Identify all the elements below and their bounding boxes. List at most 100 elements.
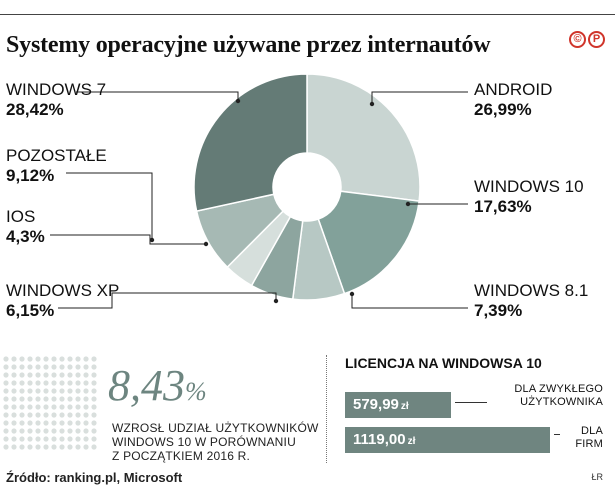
grid-dot [59,428,65,434]
p-icon: P [588,31,605,48]
slice-value-ios: 4,3% [6,227,45,246]
grid-dot [75,436,81,442]
grid-dot [19,420,25,426]
grid-dot [67,444,73,450]
bar-label-user: DLA ZWYKŁEGO UŻYTKOWNIKA [514,383,603,409]
grid-dot [67,396,73,402]
grid-dot [91,380,97,386]
highlight-desc-line: WZROSŁ UDZIAŁ UŻYTKOWNIKÓW [112,421,319,435]
grid-dot [27,444,33,450]
label-windows-7: WINDOWS 7 28,42% [6,80,106,120]
grid-dot [11,420,17,426]
label-ios: IOS 4,3% [6,207,45,247]
slice-name-ios: IOS [6,207,36,226]
grid-dot [43,444,49,450]
highlight-description: WZROSŁ UDZIAŁ UŻYTKOWNIKÓW WINDOWS 10 W … [112,421,319,463]
highlight-desc-line: WINDOWS 10 W PORÓWNANIU [112,435,296,449]
grid-dot [19,380,25,386]
slice-windows-10 [317,190,420,295]
grid-dot [91,428,97,434]
grid-dot [43,364,49,370]
grid-dot [35,412,41,418]
grid-dot [51,364,57,370]
grid-dot [11,380,17,386]
grid-dot [3,364,9,370]
leader-line [76,91,239,101]
grid-dot [11,412,17,418]
grid-dot [67,420,73,426]
leader-dot [369,101,375,107]
grid-dot [91,388,97,394]
grid-dot [27,396,33,402]
grid-dot [67,436,73,442]
grid-dot [75,356,81,362]
label-windows-10: WINDOWS 10 17,63% [474,177,584,217]
grid-dot [3,420,9,426]
grid-dot [19,404,25,410]
grid-dot [11,364,17,370]
grid-dot [67,428,73,434]
grid-dot [83,380,89,386]
leader-line [66,172,153,240]
grid-dot [27,356,33,362]
grid-dot [67,372,73,378]
grid-dot [91,364,97,370]
grid-dot [75,364,81,370]
slice-value-pozostale: 9,12% [6,166,55,185]
copyright-icon: © [569,31,586,48]
grid-dot [59,420,65,426]
grid-dot [83,364,89,370]
author-initials: ŁR [591,472,603,482]
grid-dot [35,364,41,370]
label-windows-xp: WINDOWS XP 6,15% [6,281,119,321]
chart-title: Systemy operacyjne używane przez interna… [6,32,491,58]
bar-label-line: UŻYTKOWNIKA [520,396,603,408]
bar-value: 579,99 [353,396,399,413]
grid-dot [59,364,65,370]
grid-dot [51,420,57,426]
grid-dot [83,436,89,442]
grid-dot [19,396,25,402]
grid-dot [11,404,17,410]
grid-dot [51,380,57,386]
grid-dot [59,356,65,362]
grid-dot [19,364,25,370]
grid-dot [3,404,9,410]
grid-dot [43,388,49,394]
grid-dot [59,444,65,450]
grid-dot [11,428,17,434]
grid-dot [11,388,17,394]
grid-dot [19,444,25,450]
grid-dot [27,420,33,426]
grid-dot [3,372,9,378]
bar-value: 1119,00 [353,431,406,448]
grid-dot [75,444,81,450]
grid-dot [83,444,89,450]
grid-dot [43,372,49,378]
grid-dot [43,404,49,410]
grid-dot [27,404,33,410]
grid-dot [19,388,25,394]
slice-value-windows-7: 28,42% [6,100,64,119]
publisher-logo: © P [569,31,605,48]
grid-dot [51,428,57,434]
grid-dot [75,380,81,386]
slice-name-windows-10: WINDOWS 10 [474,177,584,196]
grid-dot [43,356,49,362]
grid-dot [35,428,41,434]
grid-dot [67,412,73,418]
grid-dot [3,388,9,394]
grid-dot [91,404,97,410]
grid-dot [3,428,9,434]
bar-label-line: DLA ZWYKŁEGO [514,383,603,395]
slice-value-android: 26,99% [474,100,532,119]
grid-dot [67,356,73,362]
bar-unit: zł [407,436,416,447]
grid-dot [59,412,65,418]
bar-unit: zł [400,401,409,412]
label-android: ANDROID 26,99% [474,80,552,120]
grid-dot [91,396,97,402]
grid-dot [3,436,9,442]
grid-dot [91,420,97,426]
bar-label-line: FIRM [575,438,603,450]
